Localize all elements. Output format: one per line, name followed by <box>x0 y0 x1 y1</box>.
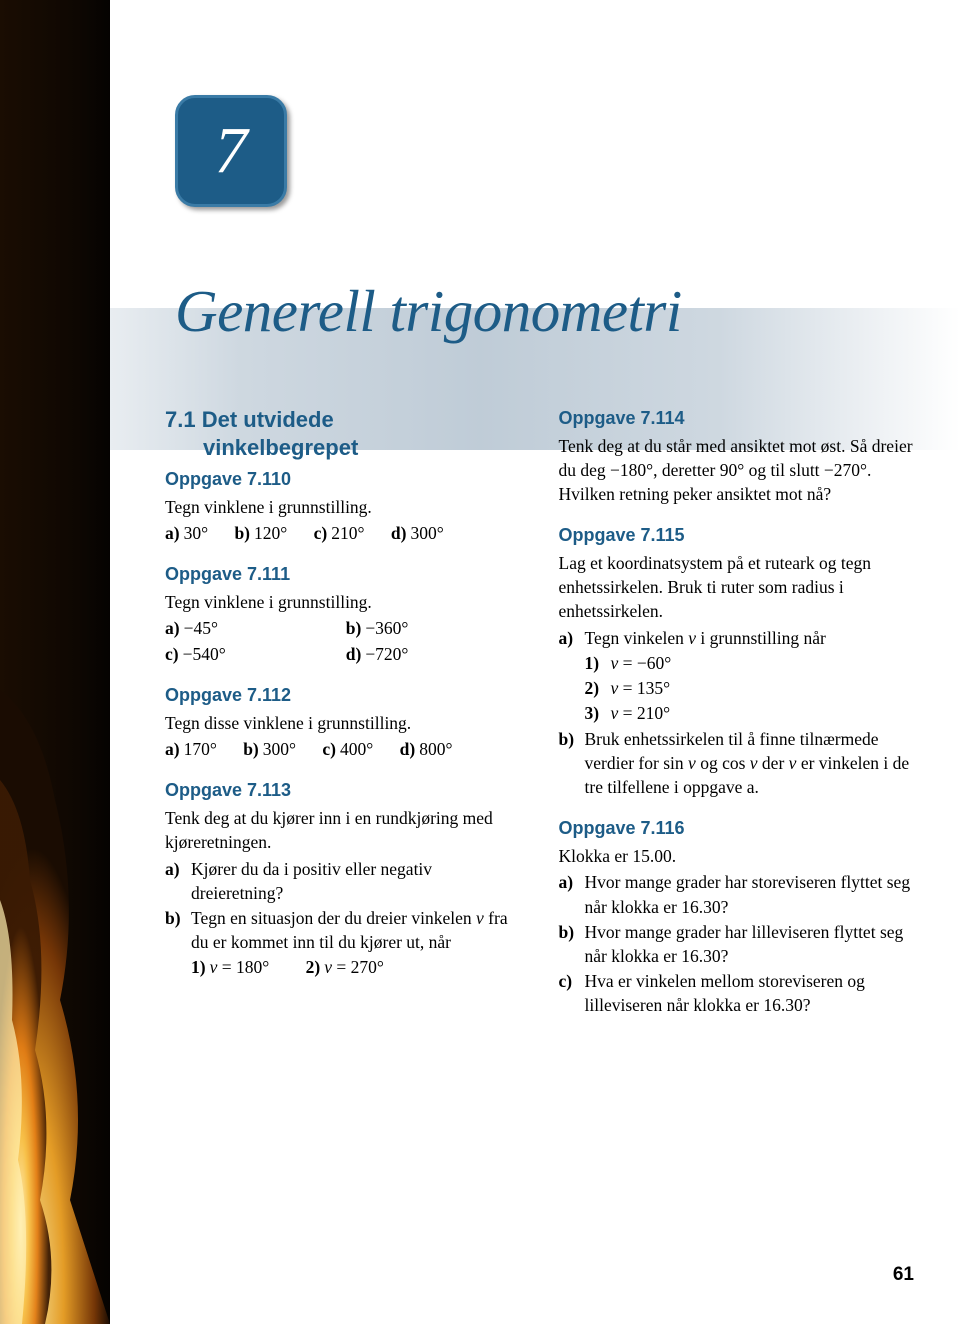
oppgave-list: a) Kjører du da i positiv eller negativ … <box>165 857 527 955</box>
oppgave-intro: Klokka er 15.00. <box>559 844 921 868</box>
body-columns: 7.1 Det utvidede vinkelbegrepet Oppgave … <box>165 406 920 1018</box>
section-heading-line2: vinkelbegrepet <box>165 435 358 460</box>
oppgave-options: a)170° b)300° c)400° d)800° <box>165 737 527 761</box>
oppgave-title: Oppgave 7.112 <box>165 683 527 708</box>
chapter-title: Generell trigonometri <box>175 277 920 346</box>
oppgave-text: Tegn disse vinklene i grunnstilling. <box>165 711 527 735</box>
oppgave-subitems: 1)v = 180° 2)v = 270° <box>165 955 527 979</box>
section-heading: 7.1 Det utvidede vinkelbegrepet <box>165 406 527 461</box>
oppgave-title: Oppgave 7.110 <box>165 467 527 492</box>
chapter-number: 7 <box>215 113 248 189</box>
page-content: 7 Generell trigonometri 7.1 Det utvidede… <box>165 0 920 1018</box>
oppgave-title: Oppgave 7.116 <box>559 816 921 841</box>
oppgave-intro: Lag et koordinatsystem på et ruteark og … <box>559 551 921 623</box>
flame-sidebar-image <box>0 0 110 1324</box>
oppgave-list: b) Bruk enhetssirkelen til å finne tilnæ… <box>559 727 921 799</box>
left-column: 7.1 Det utvidede vinkelbegrepet Oppgave … <box>165 406 527 1018</box>
oppgave-options: a)30° b)120° c)210° d)300° <box>165 521 527 545</box>
oppgave-list: a) Hvor mange grader har storeviseren fl… <box>559 870 921 1017</box>
oppgave-title: Oppgave 7.114 <box>559 406 921 431</box>
oppgave-title: Oppgave 7.115 <box>559 523 921 548</box>
oppgave-title: Oppgave 7.113 <box>165 778 527 803</box>
oppgave-options: a)−45° b)−360° c)−540° d)−720° <box>165 616 527 666</box>
oppgave-question: Hvilken retning peker ansiktet mot nå? <box>559 482 921 506</box>
chapter-badge: 7 <box>175 95 287 207</box>
oppgave-text: Tenk deg at du står med ansiktet mot øst… <box>559 434 921 482</box>
page-number: 61 <box>893 1264 914 1286</box>
oppgave-subitems: 1)v = −60° 2)v = 135° 3)v = 210° <box>559 651 921 725</box>
oppgave-title: Oppgave 7.111 <box>165 562 527 587</box>
right-column: Oppgave 7.114 Tenk deg at du står med an… <box>559 406 921 1018</box>
oppgave-text: Tegn vinklene i grunnstilling. <box>165 495 527 519</box>
oppgave-list: a) Tegn vinkelen v i grunnstilling når <box>559 626 921 650</box>
section-heading-line1: 7.1 Det utvidede <box>165 407 334 432</box>
oppgave-text: Tegn vinklene i grunnstilling. <box>165 590 527 614</box>
oppgave-intro: Tenk deg at du kjører inn i en rundkjøri… <box>165 806 527 854</box>
